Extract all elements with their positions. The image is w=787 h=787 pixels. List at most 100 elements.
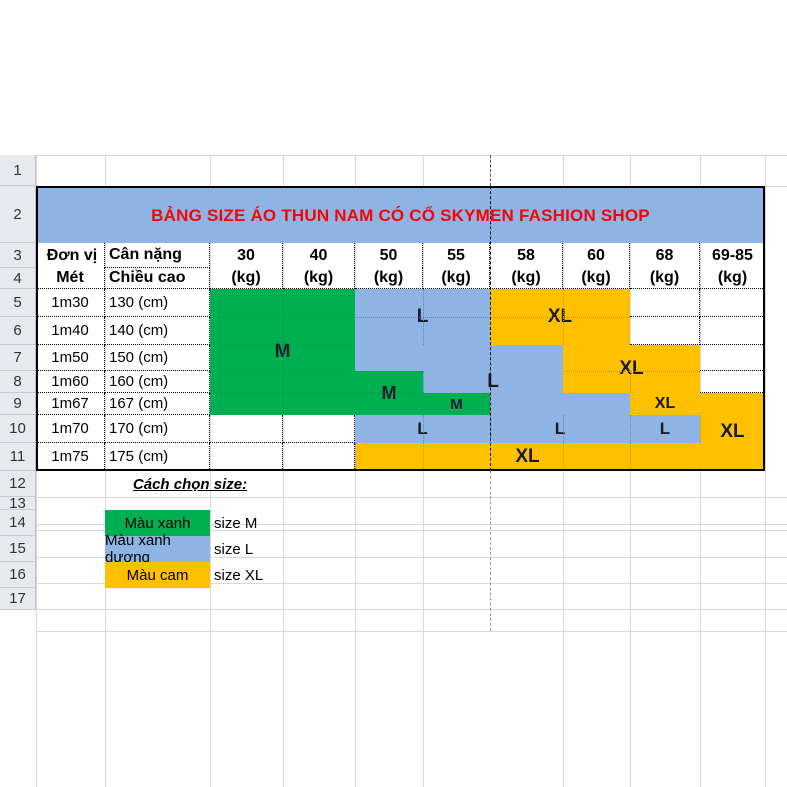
header-kg-68: (kg)	[630, 268, 700, 289]
legend-swatch-blue: Màu xanh dương	[105, 532, 210, 566]
gridline	[36, 557, 787, 558]
row-header-8[interactable]: 8	[0, 371, 36, 393]
row-header-16[interactable]: 16	[0, 562, 36, 588]
header-weight-58: 58	[490, 243, 563, 268]
row-header-15[interactable]: 15	[0, 536, 36, 562]
header-kg-40: (kg)	[283, 268, 355, 289]
cell-unit-8: 1m60	[36, 371, 105, 393]
size-block-m-main: M	[210, 289, 355, 415]
gridline	[36, 497, 787, 498]
row-header-10[interactable]: 10	[0, 415, 36, 443]
row-header-3[interactable]: 3	[0, 243, 36, 268]
cell-unit-10: 1m70	[36, 415, 105, 443]
header-kg-30: (kg)	[210, 268, 283, 289]
header-kg-69-85: (kg)	[700, 268, 765, 289]
gridline	[563, 415, 564, 443]
size-block-l-6: L	[490, 415, 630, 443]
cell-height-10: 170 (cm)	[105, 415, 210, 443]
page-title: BẢNG SIZE ÁO THUN NAM CÓ CỔ SKYMEN FASHI…	[36, 188, 765, 243]
legend-size-l: size L	[214, 540, 254, 558]
gridline	[563, 155, 564, 787]
header-weight-40: 40	[283, 243, 355, 268]
header-measure-bottom: Chiều cao	[105, 268, 210, 289]
gridline	[765, 155, 766, 787]
row-header-11[interactable]: 11	[0, 443, 36, 471]
legend-size-xl: size XL	[214, 566, 264, 584]
row-header-6[interactable]: 6	[0, 317, 36, 345]
row-header-14[interactable]: 14	[0, 510, 36, 536]
cell-empty	[700, 317, 765, 345]
cell-empty	[630, 317, 700, 345]
legend-size-m: size M	[214, 514, 258, 532]
gridline	[355, 155, 356, 787]
header-weight-55: 55	[423, 243, 490, 268]
row-header-9[interactable]: 9	[0, 393, 36, 415]
cell-empty	[210, 443, 283, 471]
legend-title: Cách chọn size:	[132, 475, 248, 493]
gridline	[490, 317, 630, 318]
header-unit-top: Đơn vị	[36, 243, 105, 268]
row-header-7[interactable]: 7	[0, 345, 36, 371]
row-header-4[interactable]: 4	[0, 268, 36, 289]
gridline	[210, 371, 423, 372]
gridline	[210, 317, 355, 318]
size-block-xl-5: XL	[355, 443, 700, 471]
gridline	[283, 155, 284, 787]
header-kg-58: (kg)	[490, 268, 563, 289]
cell-empty	[630, 289, 700, 317]
gridline	[355, 317, 490, 318]
gridline	[36, 186, 787, 187]
legend-swatch-green: Màu xanh	[105, 510, 210, 536]
size-block-l-7: L	[630, 415, 700, 443]
gridline	[423, 371, 424, 393]
gridline	[563, 371, 700, 372]
gridline	[36, 524, 787, 525]
gridline	[36, 530, 787, 531]
gridline	[210, 155, 211, 787]
row-header-12[interactable]: 12	[0, 471, 36, 497]
gridline	[423, 415, 424, 443]
cell-empty	[700, 371, 765, 393]
cell-unit-6: 1m40	[36, 317, 105, 345]
cell-empty	[283, 415, 355, 443]
size-block-l-2	[355, 345, 423, 371]
cell-height-9: 167 (cm)	[105, 393, 210, 415]
gridline	[36, 631, 787, 632]
gridline	[423, 443, 424, 471]
cell-height-7: 150 (cm)	[105, 345, 210, 371]
header-unit-bottom: Mét	[36, 268, 105, 289]
size-block-l-5: L	[355, 415, 490, 443]
cell-empty	[210, 415, 283, 443]
cell-height-11: 175 (cm)	[105, 443, 210, 471]
gridline	[210, 393, 490, 394]
cell-unit-9: 1m67	[36, 393, 105, 415]
gridline	[700, 415, 701, 443]
cell-height-5: 130 (cm)	[105, 289, 210, 317]
row-header-17[interactable]: 17	[0, 588, 36, 610]
gridline	[210, 345, 355, 346]
header-kg-60: (kg)	[563, 268, 630, 289]
gridline	[355, 443, 356, 471]
cell-empty	[283, 443, 355, 471]
gridline	[630, 155, 631, 787]
cell-unit-11: 1m75	[36, 443, 105, 471]
page-break-line	[490, 155, 491, 186]
page-break-line	[490, 471, 491, 631]
size-block-l-4	[490, 393, 630, 415]
header-measure-top: Cân nặng	[105, 243, 210, 268]
header-kg-55: (kg)	[423, 268, 490, 289]
row-header-1[interactable]: 1	[0, 155, 36, 186]
legend-swatch-orange: Màu cam	[105, 562, 210, 588]
gridline	[630, 371, 631, 393]
gridline	[423, 155, 424, 787]
row-header-13[interactable]: 13	[0, 497, 36, 510]
row-header-2[interactable]: 2	[0, 186, 36, 243]
gridline	[700, 155, 701, 787]
header-weight-68: 68	[630, 243, 700, 268]
size-block-m-2: M	[355, 371, 423, 415]
cell-empty	[700, 289, 765, 317]
cell-unit-5: 1m30	[36, 289, 105, 317]
row-header-5[interactable]: 5	[0, 289, 36, 317]
gridline	[630, 443, 631, 471]
